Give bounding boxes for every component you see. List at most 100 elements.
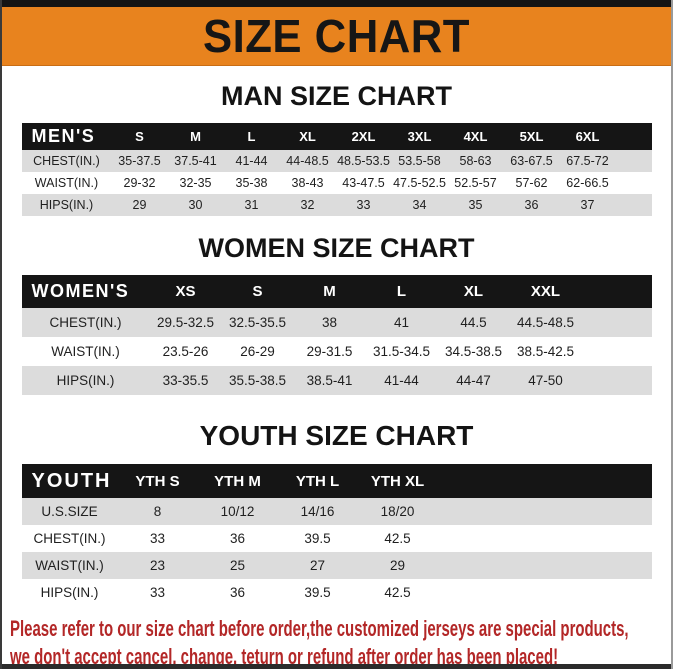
size-value-cell: 38.5-42.5 [516, 344, 575, 359]
size-value-cell: 35.5-38.5 [228, 373, 287, 388]
size-value-cell: 41 [393, 315, 410, 330]
size-value-cell: 44-48.5 [286, 154, 329, 168]
size-value-cell: 39.5 [304, 585, 331, 600]
empty-cell [438, 579, 652, 606]
size-value-cell: 48.5-53.5 [337, 154, 390, 168]
empty-cell [615, 123, 652, 150]
size-value-cell: 32-35 [179, 176, 212, 190]
size-value-cell: 53.5-58 [398, 154, 441, 168]
men-table-label: MEN'S [21, 123, 112, 150]
size-column-header: 2XL [335, 123, 392, 150]
women-header-row: WOMEN'S XS S M L XL XXL [21, 275, 652, 308]
size-column-header: S [111, 123, 168, 150]
row-label: HIPS(IN.) [39, 198, 94, 212]
table-row: HIPS(IN.) 29 30 31 32 33 34 35 36 37 [21, 194, 652, 216]
size-value-cell: 35-38 [235, 176, 268, 190]
size-column-header: XL [437, 275, 510, 308]
row-label: CHEST(IN.) [33, 531, 106, 546]
size-value-cell: 52.5-57 [454, 176, 497, 190]
size-column-header: L [223, 123, 280, 150]
row-label: WAIST(IN.) [51, 344, 120, 359]
size-value-cell: 44.5 [460, 315, 487, 330]
size-column-header: YTH S [117, 464, 198, 498]
table-row: HIPS(IN.) 33-35.5 35.5-38.5 38.5-41 41-4… [21, 366, 652, 395]
table-row: CHEST(IN.) 35-37.5 37.5-41 41-44 44-48.5… [21, 150, 652, 172]
size-column-header: L [365, 275, 438, 308]
size-column-header: M [167, 123, 224, 150]
size-value-cell: 36 [229, 531, 246, 546]
size-value-cell: 36 [524, 198, 539, 212]
size-column-header: 6XL [559, 123, 616, 150]
table-row: CHEST(IN.) 33 36 39.5 42.5 [21, 525, 652, 552]
size-value-cell: 57-62 [515, 176, 548, 190]
size-value-cell: 29 [389, 558, 406, 573]
disclaimer-line-1: Please refer to our size chart before or… [10, 616, 629, 641]
size-value-cell: 39.5 [304, 531, 331, 546]
empty-cell [438, 498, 652, 525]
size-value-cell: 36 [229, 585, 246, 600]
empty-cell [582, 308, 652, 337]
size-value-cell: 58-63 [459, 154, 492, 168]
size-value-cell: 41-44 [235, 154, 268, 168]
empty-cell [581, 275, 652, 308]
size-value-cell: 27 [309, 558, 326, 573]
youth-table-label: YOUTH [21, 464, 118, 498]
size-value-cell: 38.5-41 [306, 373, 353, 388]
size-column-header: S [221, 275, 294, 308]
disclaimer: Please refer to our size chart before or… [2, 615, 671, 669]
table-row: HIPS(IN.) 33 36 39.5 42.5 [21, 579, 652, 606]
size-value-cell: 63-67.5 [510, 154, 553, 168]
size-value-cell: 44.5-48.5 [516, 315, 575, 330]
men-header-row: MEN'S S M L XL 2XL 3XL 4XL 5XL 6XL [21, 123, 652, 150]
size-column-header: XXL [509, 275, 582, 308]
empty-cell [582, 337, 652, 366]
section-youth: YOUTH SIZE CHART YOUTH YTH S YTH M YTH L… [2, 420, 671, 606]
empty-cell [438, 552, 652, 579]
size-value-cell: 35-37.5 [118, 154, 161, 168]
table-row: WAIST(IN.) 29-32 32-35 35-38 38-43 43-47… [21, 172, 652, 194]
size-value-cell: 23 [149, 558, 166, 573]
banner: SIZE CHART [2, 7, 671, 66]
size-column-header: YTH M [197, 464, 278, 498]
row-label: WAIST(IN.) [35, 558, 104, 573]
empty-cell [582, 366, 652, 395]
row-label: HIPS(IN.) [40, 585, 99, 600]
size-value-cell: 42.5 [384, 531, 411, 546]
size-value-cell: 30 [188, 198, 203, 212]
size-column-header: M [293, 275, 366, 308]
size-value-cell: 38 [321, 315, 338, 330]
size-value-cell: 29-31.5 [306, 344, 353, 359]
size-value-cell: 67.5-72 [566, 154, 609, 168]
size-column-header: YTH XL [357, 464, 438, 498]
youth-section-heading: YOUTH SIZE CHART [199, 420, 474, 451]
size-value-cell: 43-47.5 [342, 176, 385, 190]
size-value-cell: 35 [468, 198, 483, 212]
size-value-cell: 32 [300, 198, 315, 212]
empty-cell [616, 194, 652, 216]
size-value-cell: 29-32 [123, 176, 156, 190]
top-border-strip [2, 0, 671, 7]
size-value-cell: 32.5-35.5 [228, 315, 287, 330]
size-value-cell: 26-29 [240, 344, 275, 359]
empty-cell [438, 525, 652, 552]
size-value-cell: 18/20 [380, 504, 415, 519]
size-value-cell: 42.5 [384, 585, 411, 600]
row-label: WAIST(IN.) [34, 176, 99, 190]
men-size-table: MEN'S S M L XL 2XL 3XL 4XL 5XL 6XL CHEST… [21, 123, 652, 216]
women-size-table: WOMEN'S XS S M L XL XXL CHEST(IN.) 29.5-… [21, 275, 652, 395]
size-column-header: XS [149, 275, 222, 308]
size-value-cell: 33-35.5 [162, 373, 209, 388]
youth-size-table: YOUTH YTH S YTH M YTH L YTH XL U.S.SIZE … [21, 464, 652, 606]
table-row: CHEST(IN.) 29.5-32.5 32.5-35.5 38 41 44.… [21, 308, 652, 337]
table-row: U.S.SIZE 8 10/12 14/16 18/20 [21, 498, 652, 525]
size-value-cell: 31.5-34.5 [372, 344, 431, 359]
size-value-cell: 25 [229, 558, 246, 573]
size-value-cell: 44-47 [456, 373, 491, 388]
size-value-cell: 37 [580, 198, 595, 212]
size-value-cell: 14/16 [300, 504, 335, 519]
size-value-cell: 62-66.5 [566, 176, 609, 190]
row-label: CHEST(IN.) [49, 315, 122, 330]
size-value-cell: 41-44 [384, 373, 419, 388]
size-value-cell: 31 [244, 198, 259, 212]
